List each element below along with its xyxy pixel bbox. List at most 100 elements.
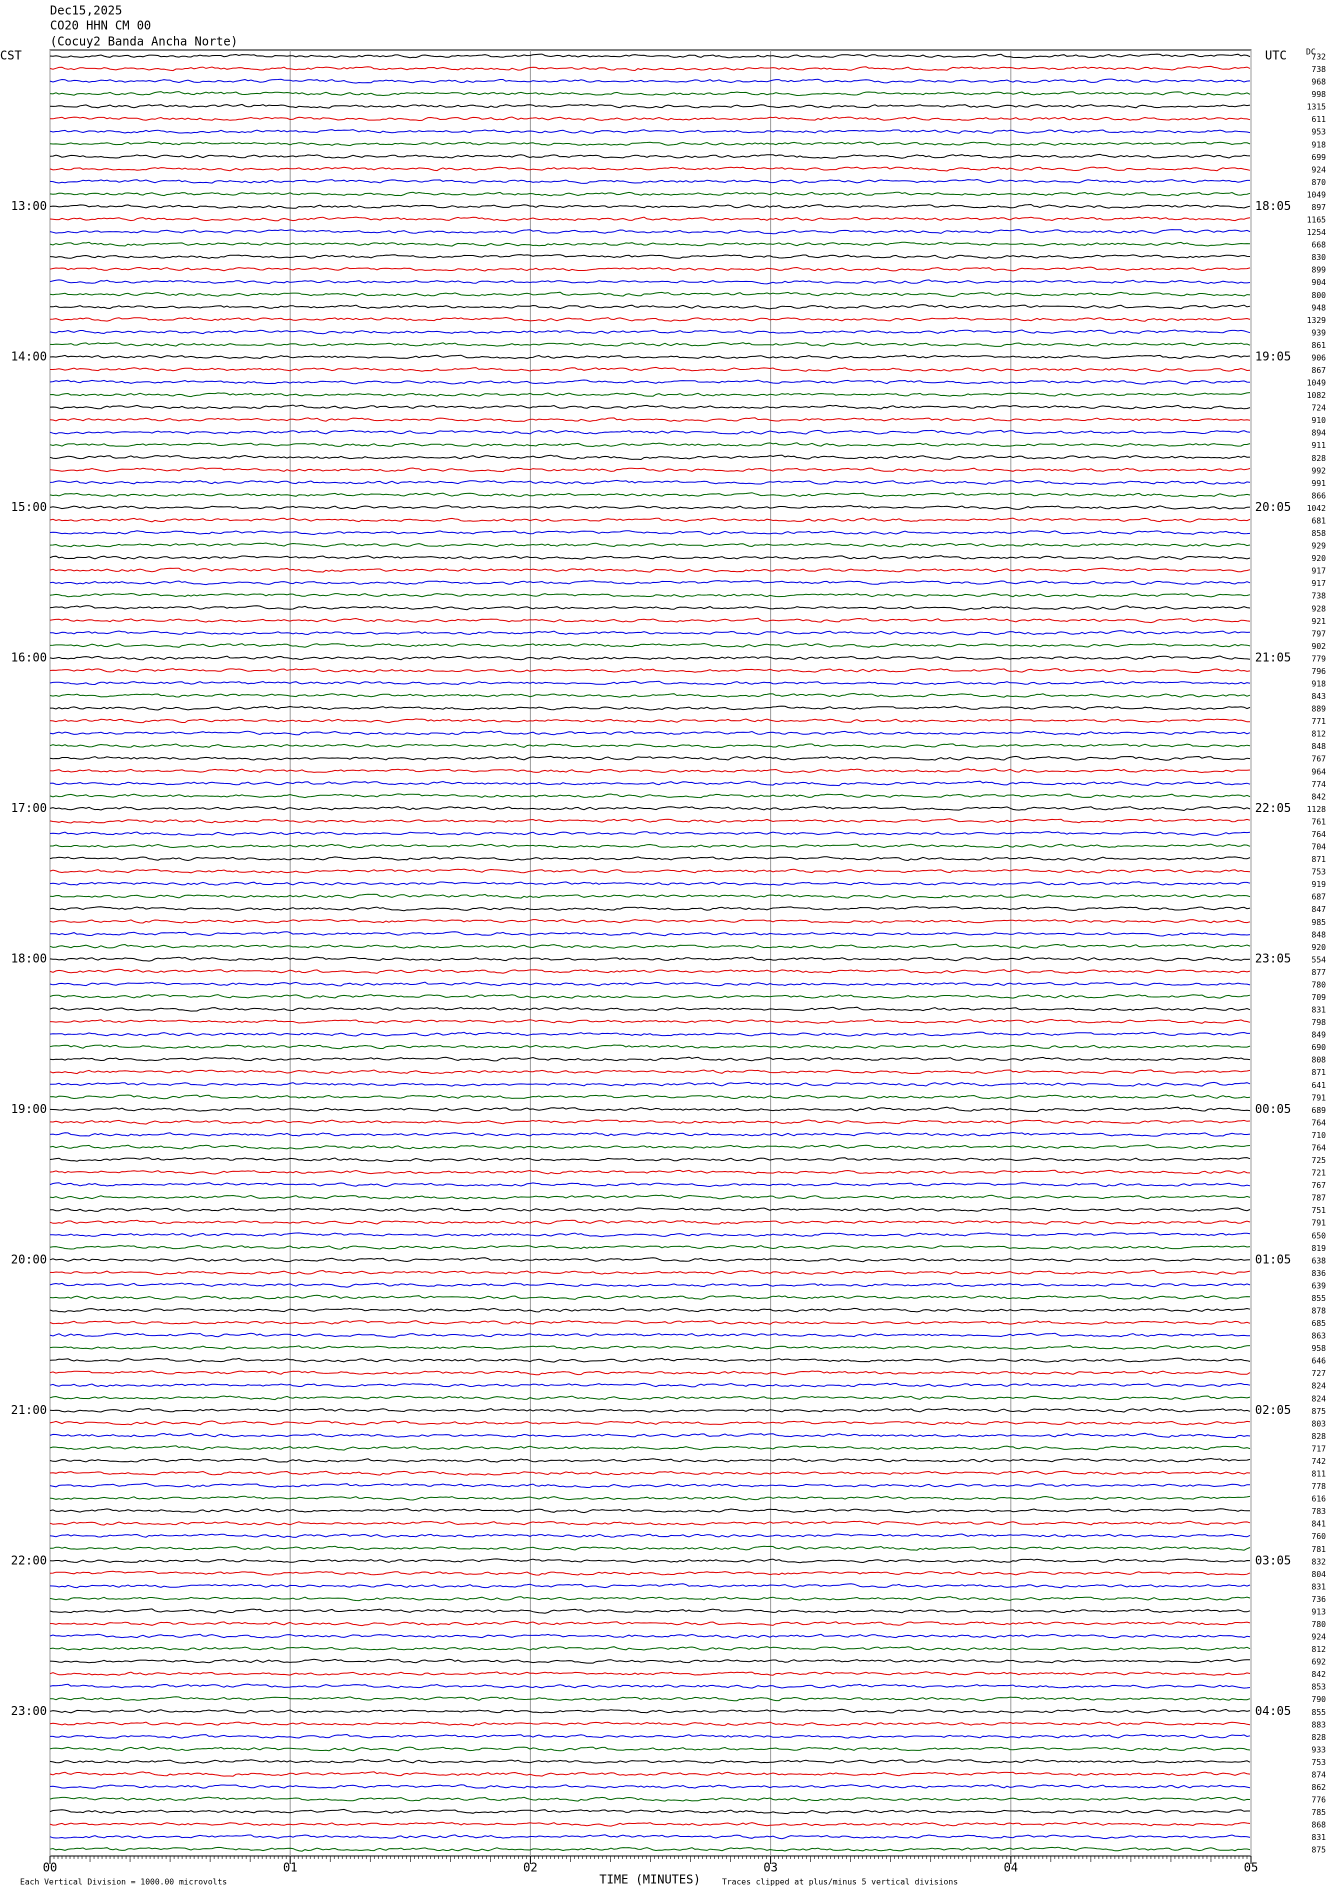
trace <box>49 1671 1251 1676</box>
dc-value: 863 <box>1312 1332 1327 1341</box>
trace <box>49 1056 1251 1062</box>
dc-value: 921 <box>1312 617 1327 626</box>
trace <box>49 868 1251 874</box>
trace <box>49 1031 1250 1037</box>
trace <box>49 1307 1251 1313</box>
trace <box>49 755 1251 761</box>
title: Dec15,2025 <box>50 4 122 18</box>
trace <box>49 1470 1251 1476</box>
dc-value: 842 <box>1312 1670 1327 1679</box>
right-axis-label: UTC <box>1265 49 1287 63</box>
dc-value: 724 <box>1312 404 1327 413</box>
trace <box>49 191 1251 197</box>
dc-value: 1315 <box>1307 103 1326 112</box>
right-hour-label: 23:05 <box>1255 951 1291 965</box>
trace <box>49 542 1251 548</box>
trace <box>49 1407 1251 1413</box>
trace <box>49 266 1251 272</box>
trace <box>49 78 1251 84</box>
x-tick-label: 01 <box>283 1861 297 1875</box>
dc-value: 767 <box>1312 755 1327 764</box>
dc-value: 1049 <box>1307 190 1326 199</box>
trace <box>49 680 1251 686</box>
trace <box>49 1570 1251 1576</box>
trace <box>49 1219 1251 1225</box>
trace <box>49 530 1251 536</box>
trace <box>49 1495 1251 1501</box>
trace <box>49 918 1251 924</box>
trace <box>49 429 1251 435</box>
trace <box>49 655 1251 661</box>
dc-value: 858 <box>1312 529 1327 538</box>
dc-value: 554 <box>1312 955 1327 964</box>
trace <box>49 1457 1251 1463</box>
dc-label: DC <box>1306 48 1316 57</box>
dc-value: 641 <box>1312 1081 1327 1090</box>
dc-value: 685 <box>1312 1319 1327 1328</box>
dc-value: 902 <box>1312 642 1327 651</box>
dc-value: 753 <box>1312 1758 1327 1767</box>
trace <box>49 1018 1251 1024</box>
trace <box>49 580 1251 586</box>
trace <box>49 668 1251 674</box>
dc-value: 998 <box>1312 90 1327 99</box>
dc-value: 953 <box>1312 128 1327 137</box>
trace <box>49 116 1251 122</box>
trace <box>49 442 1251 448</box>
trace <box>49 291 1251 298</box>
trace <box>49 1846 1251 1852</box>
trace <box>49 881 1251 886</box>
dc-value: 710 <box>1312 1131 1327 1140</box>
dc-value: 1049 <box>1307 379 1326 388</box>
trace <box>49 1834 1251 1840</box>
dc-value: 639 <box>1312 1281 1327 1290</box>
x-tick-label: 00 <box>43 1861 57 1875</box>
trace <box>49 1357 1251 1363</box>
trace <box>49 768 1251 774</box>
trace <box>49 316 1251 322</box>
dc-value: 855 <box>1312 1708 1327 1717</box>
trace <box>49 1094 1251 1100</box>
right-hour-label: 20:05 <box>1255 500 1291 514</box>
trace <box>49 780 1251 787</box>
dc-value: 848 <box>1312 742 1327 751</box>
dc-value: 780 <box>1312 1620 1327 1629</box>
dc-value: 797 <box>1312 629 1327 638</box>
dc-value: 918 <box>1312 140 1327 149</box>
dc-value: 812 <box>1312 1645 1327 1654</box>
dc-value: 875 <box>1312 1846 1327 1855</box>
dc-value: 800 <box>1312 291 1327 300</box>
trace <box>49 1069 1251 1075</box>
dc-value: 828 <box>1312 1432 1327 1441</box>
dc-value: 867 <box>1312 366 1327 375</box>
trace <box>49 1808 1250 1814</box>
dc-value: 690 <box>1312 1043 1327 1052</box>
dc-value: 831 <box>1312 1006 1327 1015</box>
trace <box>49 1683 1251 1689</box>
trace <box>49 153 1251 159</box>
dc-value: 911 <box>1312 441 1327 450</box>
dc-value: 875 <box>1312 1407 1327 1416</box>
trace <box>49 1771 1251 1777</box>
trace <box>49 379 1251 385</box>
dc-value: 727 <box>1312 1369 1327 1378</box>
dc-value: 760 <box>1312 1532 1327 1541</box>
trace <box>49 229 1251 235</box>
trace <box>49 279 1251 285</box>
trace <box>49 1633 1251 1639</box>
dc-value: 849 <box>1312 1031 1327 1040</box>
dc-value: 791 <box>1312 1093 1327 1102</box>
trace <box>49 1596 1251 1602</box>
trace <box>49 1232 1251 1238</box>
trace <box>49 1395 1251 1401</box>
station: (Cocuy2 Banda Ancha Norte) <box>50 35 238 49</box>
trace <box>49 329 1251 335</box>
trace <box>49 129 1251 134</box>
right-hour-label: 19:05 <box>1255 349 1291 363</box>
left-hour-label: 17:00 <box>11 801 47 815</box>
trace <box>49 981 1251 987</box>
trace <box>49 1006 1251 1012</box>
dc-value: 774 <box>1312 780 1327 789</box>
trace <box>49 354 1251 360</box>
